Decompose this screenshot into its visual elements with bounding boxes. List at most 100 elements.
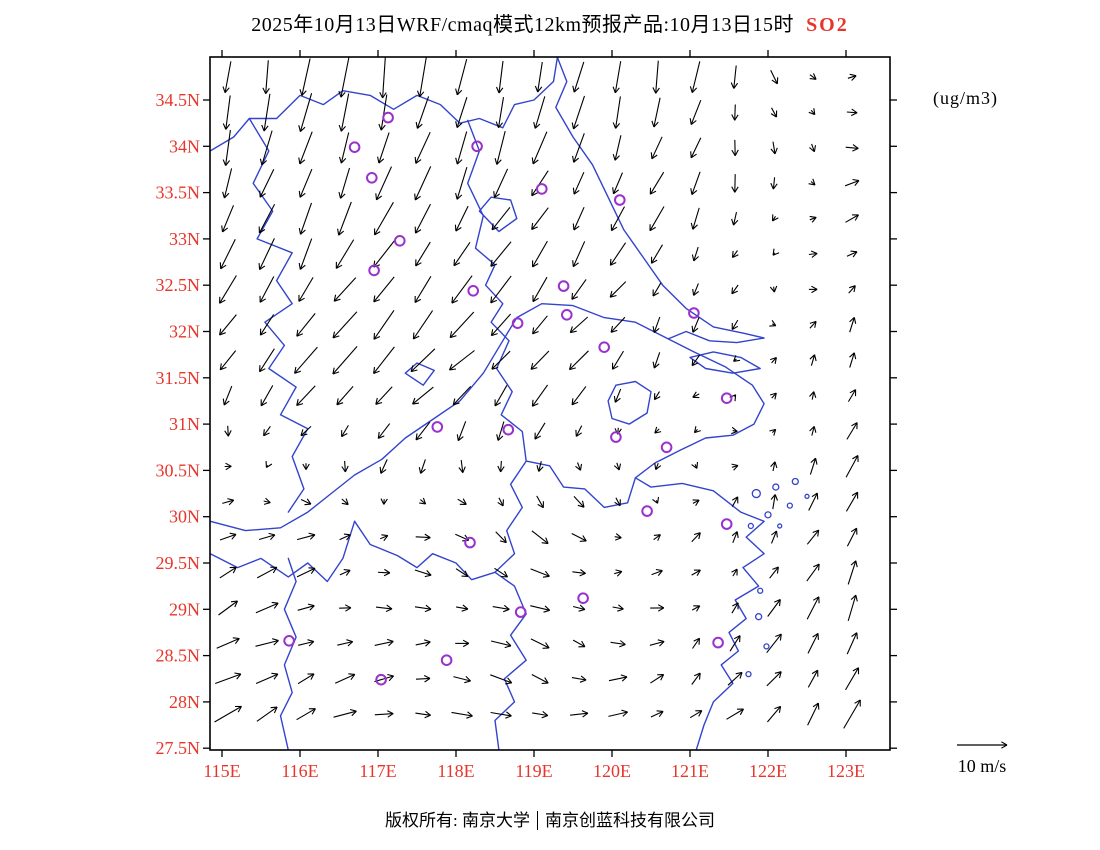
wind-arrow <box>847 73 857 81</box>
wind-arrow <box>572 206 585 231</box>
wind-arrow <box>610 206 625 232</box>
wind-arrow <box>531 207 549 231</box>
anhui-zhejiang-boundary-line <box>494 460 527 573</box>
wind-arrow <box>847 594 858 622</box>
wind-arrow <box>216 637 240 649</box>
lat-tick-label: 34N <box>169 136 200 156</box>
wind-arrow <box>571 386 587 406</box>
wind-arrow <box>377 132 390 164</box>
wind-arrow <box>298 277 314 302</box>
wind-arrow <box>770 494 779 510</box>
units-label: (ug/m3) <box>933 88 998 108</box>
wind-arrow <box>808 178 816 186</box>
copyright-owner: 版权所有: 南京大学 <box>385 811 530 830</box>
wind-arrow <box>298 93 313 132</box>
wind-arrow <box>334 673 356 684</box>
station-marker <box>598 341 611 354</box>
station-marker <box>577 592 589 605</box>
wind-arrow <box>845 214 859 223</box>
wind-arrow <box>256 706 278 722</box>
wind-arrow <box>219 566 237 579</box>
station-marker <box>394 235 406 247</box>
wind-arrow <box>809 391 817 400</box>
wind-arrow <box>222 129 231 166</box>
wind-arrow <box>771 214 779 222</box>
wind-arrow <box>845 491 859 512</box>
wind-arrow <box>613 462 622 471</box>
wind-arrow <box>612 96 621 129</box>
wind-arrow <box>766 671 782 687</box>
wind-arrow <box>255 672 279 685</box>
wind-arrow <box>847 389 857 402</box>
wind-arrow <box>378 94 388 131</box>
wind-arrow <box>611 350 624 370</box>
wind-arrow <box>692 283 700 296</box>
wind-arrow <box>341 498 349 506</box>
station-marker <box>536 183 548 195</box>
wind-arrow <box>731 139 739 156</box>
wind-arrow <box>769 392 777 400</box>
wind-arrow <box>609 281 627 298</box>
wind-arrow <box>846 108 858 117</box>
lat-tick-label: 34.5N <box>156 90 201 110</box>
wind-arrow <box>726 708 744 720</box>
wind-arrow <box>259 314 275 336</box>
wind-arrow <box>809 215 817 223</box>
wind-arrow <box>808 285 818 294</box>
wind-arrow <box>844 178 860 187</box>
wind-arrow <box>495 97 505 129</box>
wind-arrow <box>691 532 701 543</box>
wind-arrow <box>846 422 858 440</box>
wind-arrow <box>373 309 395 340</box>
wind-arrow <box>375 386 393 405</box>
lat-tick-label: 30N <box>169 507 200 527</box>
wind-arrow <box>614 569 623 577</box>
wind-arrow <box>809 426 817 436</box>
wind-arrow <box>414 166 432 201</box>
wind-arrow <box>297 673 315 685</box>
wind-arrow <box>691 246 699 262</box>
wind-arrow <box>414 203 431 234</box>
wind-arrow <box>569 316 589 334</box>
wind-arrow <box>335 239 355 269</box>
wind-arrow <box>259 130 273 166</box>
wind-arrow <box>339 604 352 612</box>
wind-arrow <box>455 97 468 129</box>
wind-arrow <box>770 69 779 85</box>
south-provincial-boundary-line <box>353 520 527 750</box>
wind-arrow <box>414 569 432 578</box>
wind-arrow <box>453 241 471 267</box>
wind-arrow <box>530 605 551 613</box>
hongze-lake-line <box>478 196 518 233</box>
wind-arrow <box>255 638 279 647</box>
wind-arrow <box>575 462 583 471</box>
wind-arrow <box>299 58 311 96</box>
station-marker <box>561 309 573 321</box>
wind-arrow <box>415 421 431 441</box>
wind-arrow <box>262 60 270 95</box>
wind-arrow <box>847 560 858 585</box>
wind-arrow <box>650 244 663 264</box>
wind-arrow <box>571 533 587 542</box>
wind-arrow <box>572 61 585 93</box>
wind-arrow <box>222 498 235 506</box>
wind-arrow <box>415 533 431 541</box>
wind-arrow <box>652 496 660 504</box>
wind-arrow <box>261 93 271 132</box>
station-marker <box>712 636 724 649</box>
wind-arrow <box>215 672 242 685</box>
wind-arrow <box>772 248 780 256</box>
wind-arrow <box>339 533 351 541</box>
wind-arrow <box>731 496 739 507</box>
wind-arrow <box>380 498 388 505</box>
wind-arrow <box>224 462 232 471</box>
station-marker <box>660 441 673 454</box>
wind-arrow <box>374 202 394 236</box>
north-provincial-boundary-line <box>210 57 559 152</box>
lat-tick-label: 33N <box>169 229 200 249</box>
island-outline <box>747 522 754 530</box>
wind-arrow <box>414 276 432 303</box>
wind-arrow <box>612 172 624 195</box>
wind-arrow <box>572 133 585 163</box>
wind-arrow <box>808 492 819 511</box>
